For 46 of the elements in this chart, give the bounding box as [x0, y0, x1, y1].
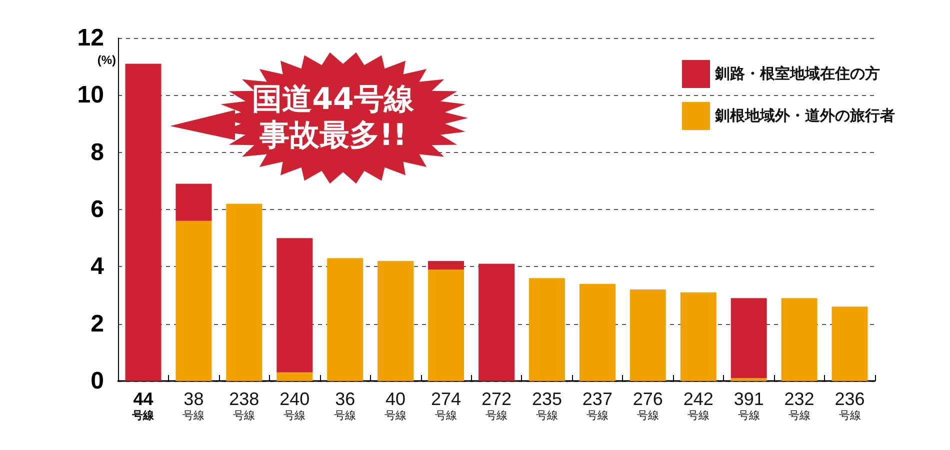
bar — [276, 372, 313, 381]
annotation: 事故最多!! — [259, 118, 407, 154]
y-tick-label: 8 — [90, 138, 104, 166]
x-tick-label: 237 号線 — [582, 389, 612, 422]
bar — [378, 260, 414, 381]
x-tick-label: 391 号線 — [734, 389, 764, 422]
x-tick-label: 44 号線 — [131, 389, 156, 422]
bar — [730, 298, 767, 378]
bar — [781, 298, 818, 381]
bar — [428, 270, 464, 381]
x-tick-label: 236 号線 — [834, 389, 865, 422]
x-tick-label: 242 号線 — [683, 389, 714, 422]
y-tick-label: 10 — [77, 82, 104, 109]
annotation: 国道44号線 — [252, 82, 414, 118]
y-tick-label: 6 — [90, 196, 104, 223]
x-tick-label: 232 号線 — [784, 389, 814, 422]
legend-label: 釧根地域外・道外の旅行者 — [714, 108, 895, 124]
bar — [176, 220, 212, 381]
y-tick-label: 4 — [90, 253, 105, 280]
x-tick-label: 272 号線 — [481, 389, 512, 422]
legend-label: 釧路・根室地域在住の方 — [714, 64, 880, 82]
x-tick-label: 274 号線 — [431, 389, 462, 422]
x-tick-label: 36 号線 — [334, 389, 356, 422]
y-axis-title: (%) — [97, 53, 116, 67]
bar — [579, 284, 616, 381]
x-tick-label: 238 号線 — [229, 389, 260, 422]
bar — [125, 64, 162, 381]
bar — [428, 260, 464, 270]
bar — [630, 290, 666, 381]
bar — [730, 378, 767, 381]
bar — [276, 238, 313, 372]
x-tick-label: 235 号線 — [532, 389, 562, 422]
bar — [478, 264, 514, 381]
bar — [226, 204, 262, 381]
y-tick-label: 12 — [77, 24, 104, 52]
bar — [176, 184, 212, 221]
y-tick-label: 0 — [90, 368, 104, 394]
x-tick-label: 40 号線 — [384, 389, 407, 422]
bar — [327, 258, 364, 381]
bar — [528, 278, 565, 381]
x-tick-label: 276 号線 — [632, 389, 663, 422]
bar — [832, 306, 868, 381]
bar — [680, 292, 716, 381]
x-tick-label: 240 号線 — [280, 389, 310, 422]
x-tick-label: 38 号線 — [182, 389, 205, 422]
y-tick-label: 2 — [90, 310, 104, 338]
